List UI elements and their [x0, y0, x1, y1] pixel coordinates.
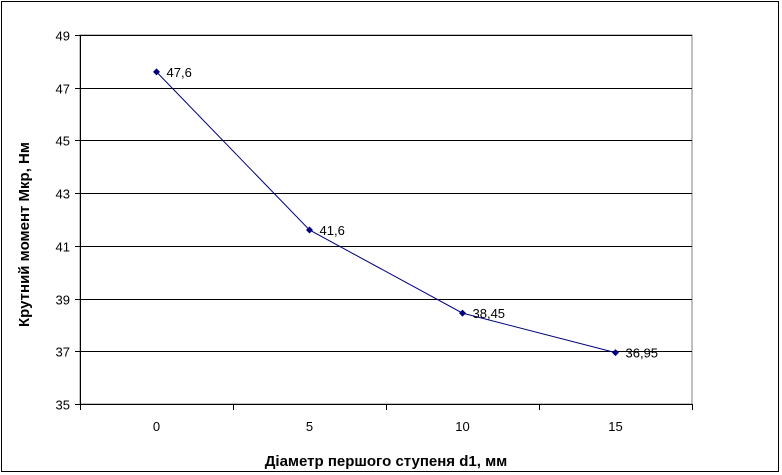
data-label: 41,6: [320, 223, 345, 238]
y-tick-label: 39: [56, 293, 70, 308]
y-tick-label: 47: [56, 82, 70, 97]
x-tick-label: 15: [608, 419, 622, 434]
y-tick-label: 43: [56, 187, 70, 202]
data-point: [153, 68, 160, 76]
y-tick-label: 35: [56, 398, 70, 413]
y-axis-title: Крутний момент Мкр, Нм: [16, 142, 33, 327]
x-tick-label: 0: [153, 419, 160, 434]
y-tick-label: 49: [56, 29, 70, 44]
data-label: 38,45: [473, 306, 506, 321]
data-label: 47,6: [167, 65, 192, 80]
data-point: [459, 309, 466, 317]
y-tick-label: 37: [56, 345, 70, 360]
data-point: [306, 226, 313, 234]
x-axis-title: Діаметр першого ступеня d1, мм: [265, 453, 508, 470]
x-tick-label: 5: [306, 419, 313, 434]
y-tick-label: 41: [56, 240, 70, 255]
series-line: [156, 71, 616, 354]
y-tick-label: 45: [56, 134, 70, 149]
data-point: [612, 349, 619, 357]
data-label: 36,95: [626, 346, 659, 361]
x-tick-label: 10: [455, 419, 469, 434]
